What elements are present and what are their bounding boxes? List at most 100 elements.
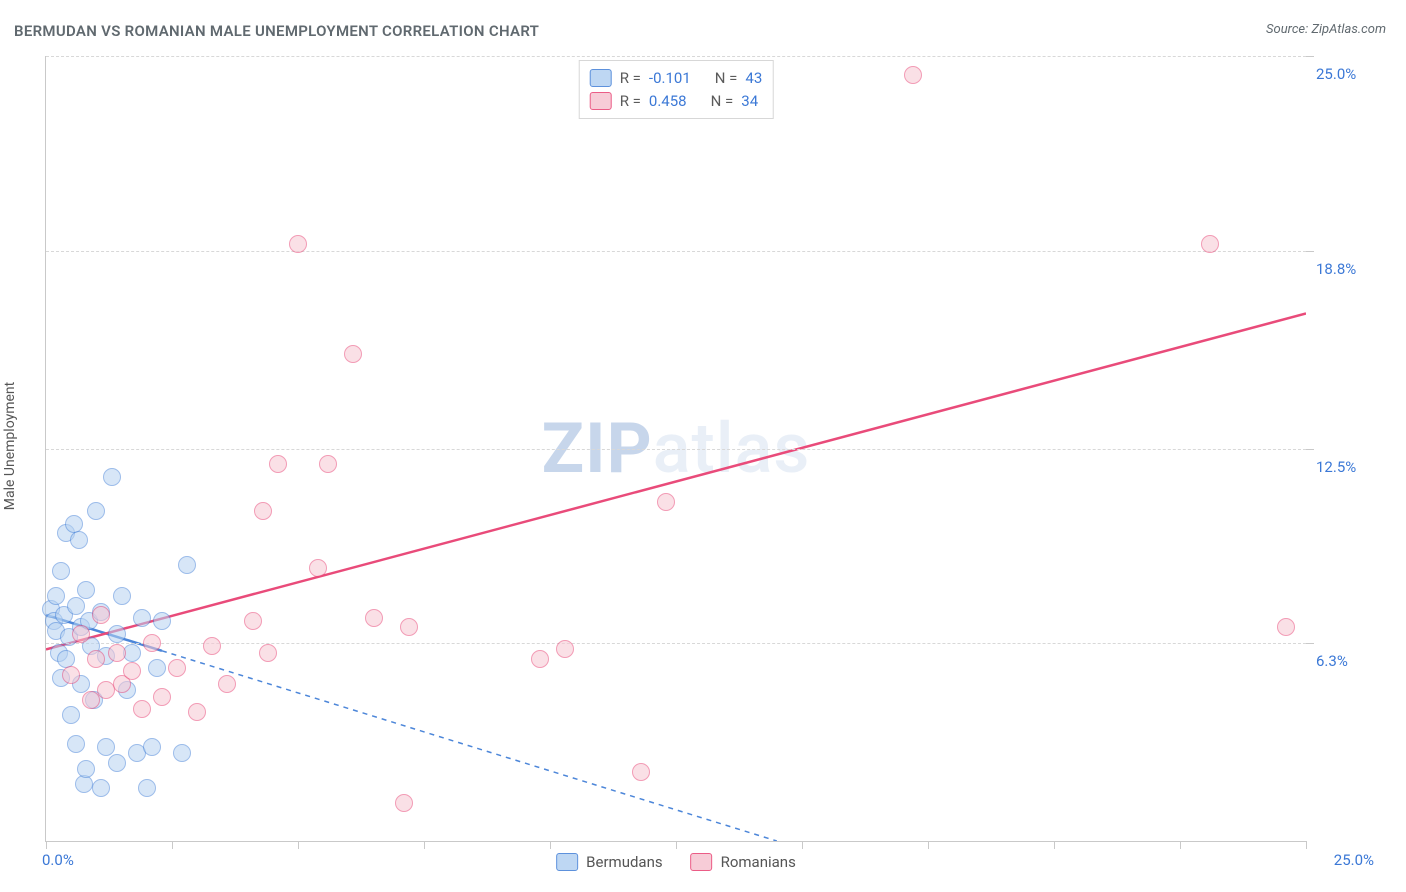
data-point bbox=[143, 634, 161, 652]
scatter-plot: ZIPatlas R = -0.101 N = 43 R = 0.458 N =… bbox=[45, 56, 1306, 842]
chart-container: BERMUDAN VS ROMANIAN MALE UNEMPLOYMENT C… bbox=[0, 0, 1406, 892]
x-tick bbox=[172, 841, 173, 849]
legend-label: Bermudans bbox=[586, 853, 662, 871]
data-point bbox=[531, 650, 549, 668]
y-tick bbox=[1306, 56, 1314, 57]
x-tick bbox=[802, 841, 803, 849]
data-point bbox=[75, 775, 93, 793]
r-value: -0.101 bbox=[649, 67, 691, 90]
data-point bbox=[62, 666, 80, 684]
data-point bbox=[153, 612, 171, 630]
legend-item: Bermudans bbox=[556, 853, 662, 871]
legend-item: Romanians bbox=[691, 853, 796, 871]
y-tick-label: 6.3% bbox=[1316, 652, 1376, 670]
data-point bbox=[344, 345, 362, 363]
data-point bbox=[153, 688, 171, 706]
data-point bbox=[365, 609, 383, 627]
data-point bbox=[87, 650, 105, 668]
data-point bbox=[133, 609, 151, 627]
data-point bbox=[395, 794, 413, 812]
data-point bbox=[92, 606, 110, 624]
swatch-icon bbox=[691, 853, 713, 871]
data-point bbox=[92, 779, 110, 797]
n-value: 43 bbox=[745, 67, 762, 90]
data-point bbox=[632, 763, 650, 781]
x-tick bbox=[1054, 841, 1055, 849]
source-label: Source: bbox=[1266, 22, 1308, 37]
x-axis-min-label: 0.0% bbox=[42, 851, 74, 869]
data-point bbox=[309, 559, 327, 577]
data-point bbox=[123, 662, 141, 680]
data-point bbox=[72, 625, 90, 643]
data-point bbox=[70, 531, 88, 549]
data-point bbox=[108, 625, 126, 643]
data-point bbox=[319, 455, 337, 473]
gridline bbox=[46, 449, 1306, 450]
data-point bbox=[1201, 235, 1219, 253]
x-tick bbox=[676, 841, 677, 849]
data-point bbox=[77, 760, 95, 778]
r-label: R = bbox=[620, 67, 641, 90]
correlation-legend: R = -0.101 N = 43 R = 0.458 N = 34 bbox=[579, 60, 774, 119]
data-point bbox=[1277, 618, 1295, 636]
n-value: 34 bbox=[741, 90, 758, 113]
correlation-row: R = -0.101 N = 43 bbox=[590, 67, 763, 90]
data-point bbox=[218, 675, 236, 693]
data-point bbox=[108, 644, 126, 662]
data-point bbox=[138, 779, 156, 797]
n-label: N = bbox=[715, 67, 738, 90]
x-tick bbox=[46, 841, 47, 849]
data-point bbox=[173, 744, 191, 762]
data-point bbox=[269, 455, 287, 473]
data-point bbox=[133, 700, 151, 718]
data-point bbox=[67, 597, 85, 615]
x-tick bbox=[1180, 841, 1181, 849]
data-point bbox=[143, 738, 161, 756]
y-tick-label: 25.0% bbox=[1316, 65, 1376, 83]
n-label: N = bbox=[711, 90, 734, 113]
x-tick bbox=[550, 841, 551, 849]
legend-label: Romanians bbox=[721, 853, 796, 871]
data-point bbox=[904, 66, 922, 84]
data-point bbox=[108, 754, 126, 772]
gridline bbox=[46, 643, 1306, 644]
data-point bbox=[103, 468, 121, 486]
data-point bbox=[168, 659, 186, 677]
swatch-icon bbox=[590, 69, 612, 87]
data-point bbox=[556, 640, 574, 658]
data-point bbox=[400, 618, 418, 636]
swatch-icon bbox=[556, 853, 578, 871]
data-point bbox=[657, 493, 675, 511]
data-point bbox=[244, 612, 262, 630]
y-tick bbox=[1306, 643, 1314, 644]
x-tick bbox=[424, 841, 425, 849]
data-point bbox=[77, 581, 95, 599]
y-axis-label: Male Unemployment bbox=[2, 382, 18, 510]
x-axis-max-label: 25.0% bbox=[1334, 851, 1374, 869]
source-value: ZipAtlas.com bbox=[1311, 22, 1386, 37]
data-point bbox=[87, 502, 105, 520]
data-point bbox=[178, 556, 196, 574]
data-point bbox=[62, 706, 80, 724]
data-point bbox=[52, 562, 70, 580]
data-point bbox=[67, 735, 85, 753]
chart-title: BERMUDAN VS ROMANIAN MALE UNEMPLOYMENT C… bbox=[14, 22, 539, 40]
gridline bbox=[46, 56, 1306, 57]
data-point bbox=[148, 659, 166, 677]
data-point bbox=[259, 644, 277, 662]
r-label: R = bbox=[620, 90, 641, 113]
data-point bbox=[254, 502, 272, 520]
y-tick bbox=[1306, 251, 1314, 252]
swatch-icon bbox=[590, 92, 612, 110]
data-point bbox=[203, 637, 221, 655]
y-tick-label: 12.5% bbox=[1316, 458, 1376, 476]
data-point bbox=[289, 235, 307, 253]
data-point bbox=[47, 587, 65, 605]
r-value: 0.458 bbox=[649, 90, 687, 113]
y-tick bbox=[1306, 449, 1314, 450]
data-point bbox=[113, 587, 131, 605]
y-tick-label: 18.8% bbox=[1316, 260, 1376, 278]
x-tick bbox=[298, 841, 299, 849]
x-tick bbox=[928, 841, 929, 849]
gridline bbox=[46, 251, 1306, 252]
